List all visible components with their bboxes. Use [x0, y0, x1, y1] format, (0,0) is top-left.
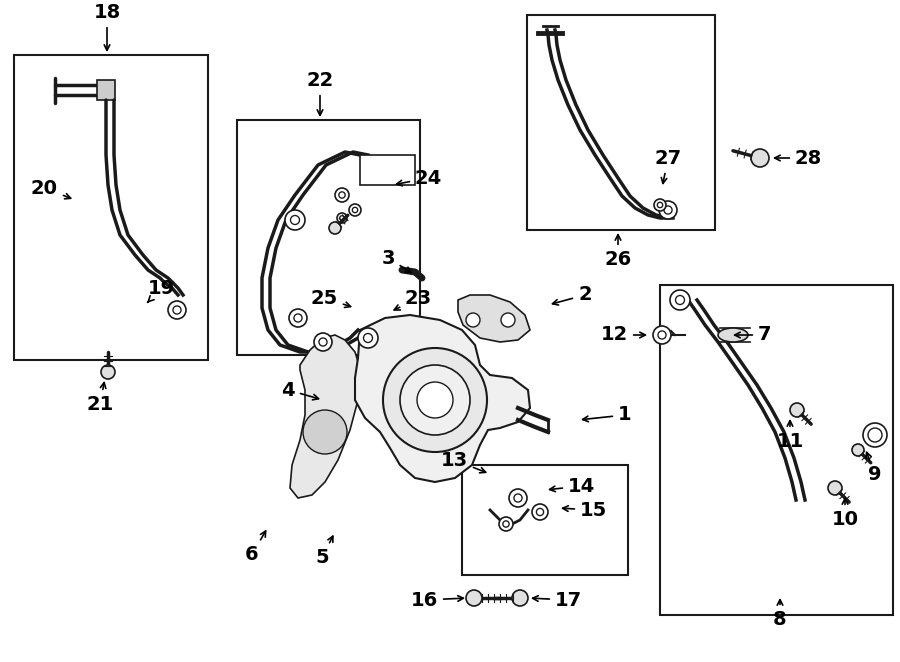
Bar [527, 15, 715, 230]
Text: 19: 19 [148, 279, 176, 303]
Circle shape [370, 162, 386, 178]
Bar [97, 80, 115, 100]
Circle shape [501, 313, 515, 327]
Circle shape [400, 365, 470, 435]
Bar [360, 155, 415, 185]
Polygon shape [290, 335, 360, 498]
Text: 8: 8 [773, 600, 787, 629]
Text: 11: 11 [777, 420, 804, 451]
Circle shape [173, 306, 181, 314]
Circle shape [417, 382, 453, 418]
Text: 22: 22 [306, 71, 334, 115]
Circle shape [352, 207, 357, 213]
Text: 12: 12 [601, 326, 645, 344]
Circle shape [514, 494, 522, 502]
Circle shape [389, 164, 401, 176]
Circle shape [657, 203, 662, 208]
Text: 7: 7 [734, 326, 771, 344]
Text: 6: 6 [245, 531, 266, 564]
Circle shape [364, 334, 373, 342]
Text: 10: 10 [832, 498, 859, 529]
Text: 20: 20 [31, 179, 71, 199]
Circle shape [383, 348, 487, 452]
Text: 21: 21 [86, 383, 113, 414]
Circle shape [314, 333, 332, 351]
Circle shape [285, 210, 305, 230]
Circle shape [659, 201, 677, 219]
Circle shape [499, 517, 513, 531]
Circle shape [335, 188, 349, 202]
Circle shape [654, 199, 666, 211]
Circle shape [466, 590, 482, 606]
Circle shape [653, 326, 671, 344]
Circle shape [289, 309, 307, 327]
Circle shape [303, 410, 347, 454]
Circle shape [294, 314, 302, 322]
Text: 14: 14 [550, 477, 595, 495]
Bar [660, 285, 893, 615]
Text: 15: 15 [562, 500, 608, 520]
Circle shape [664, 206, 672, 214]
Ellipse shape [718, 328, 748, 342]
Circle shape [676, 295, 685, 305]
Text: 25: 25 [310, 289, 351, 308]
Circle shape [392, 167, 398, 173]
Text: 5: 5 [315, 536, 333, 567]
Circle shape [828, 481, 842, 495]
Circle shape [340, 216, 344, 220]
Text: 4: 4 [282, 381, 319, 400]
Circle shape [658, 331, 666, 339]
Circle shape [503, 521, 509, 527]
Circle shape [509, 489, 527, 507]
Circle shape [338, 192, 346, 198]
Circle shape [358, 328, 378, 348]
Circle shape [869, 430, 880, 440]
Polygon shape [458, 295, 530, 342]
Circle shape [512, 590, 528, 606]
Circle shape [868, 428, 882, 442]
Circle shape [536, 508, 544, 516]
Bar [14, 55, 208, 360]
Bar [237, 120, 420, 355]
Circle shape [852, 444, 864, 456]
Text: 28: 28 [775, 148, 823, 167]
Circle shape [349, 204, 361, 216]
Text: 9: 9 [866, 452, 882, 484]
Text: 13: 13 [441, 451, 486, 473]
Text: 2: 2 [553, 285, 591, 305]
Text: 23: 23 [394, 289, 432, 310]
Polygon shape [355, 315, 530, 482]
Text: 3: 3 [382, 248, 411, 273]
Circle shape [532, 504, 548, 520]
Bar [462, 465, 628, 575]
Text: 18: 18 [94, 3, 121, 50]
Circle shape [790, 403, 804, 417]
Text: 16: 16 [410, 591, 464, 610]
Circle shape [670, 290, 690, 310]
Text: 24: 24 [397, 169, 442, 187]
Circle shape [466, 313, 480, 327]
Circle shape [168, 301, 186, 319]
Circle shape [101, 365, 115, 379]
Circle shape [329, 222, 341, 234]
Text: 17: 17 [533, 591, 582, 610]
Circle shape [863, 423, 887, 447]
Text: 26: 26 [605, 234, 632, 269]
Circle shape [751, 149, 769, 167]
Text: 27: 27 [654, 149, 681, 183]
Circle shape [374, 166, 382, 173]
Circle shape [319, 338, 327, 346]
Circle shape [337, 213, 347, 223]
Text: 1: 1 [582, 406, 632, 424]
Circle shape [291, 216, 300, 224]
